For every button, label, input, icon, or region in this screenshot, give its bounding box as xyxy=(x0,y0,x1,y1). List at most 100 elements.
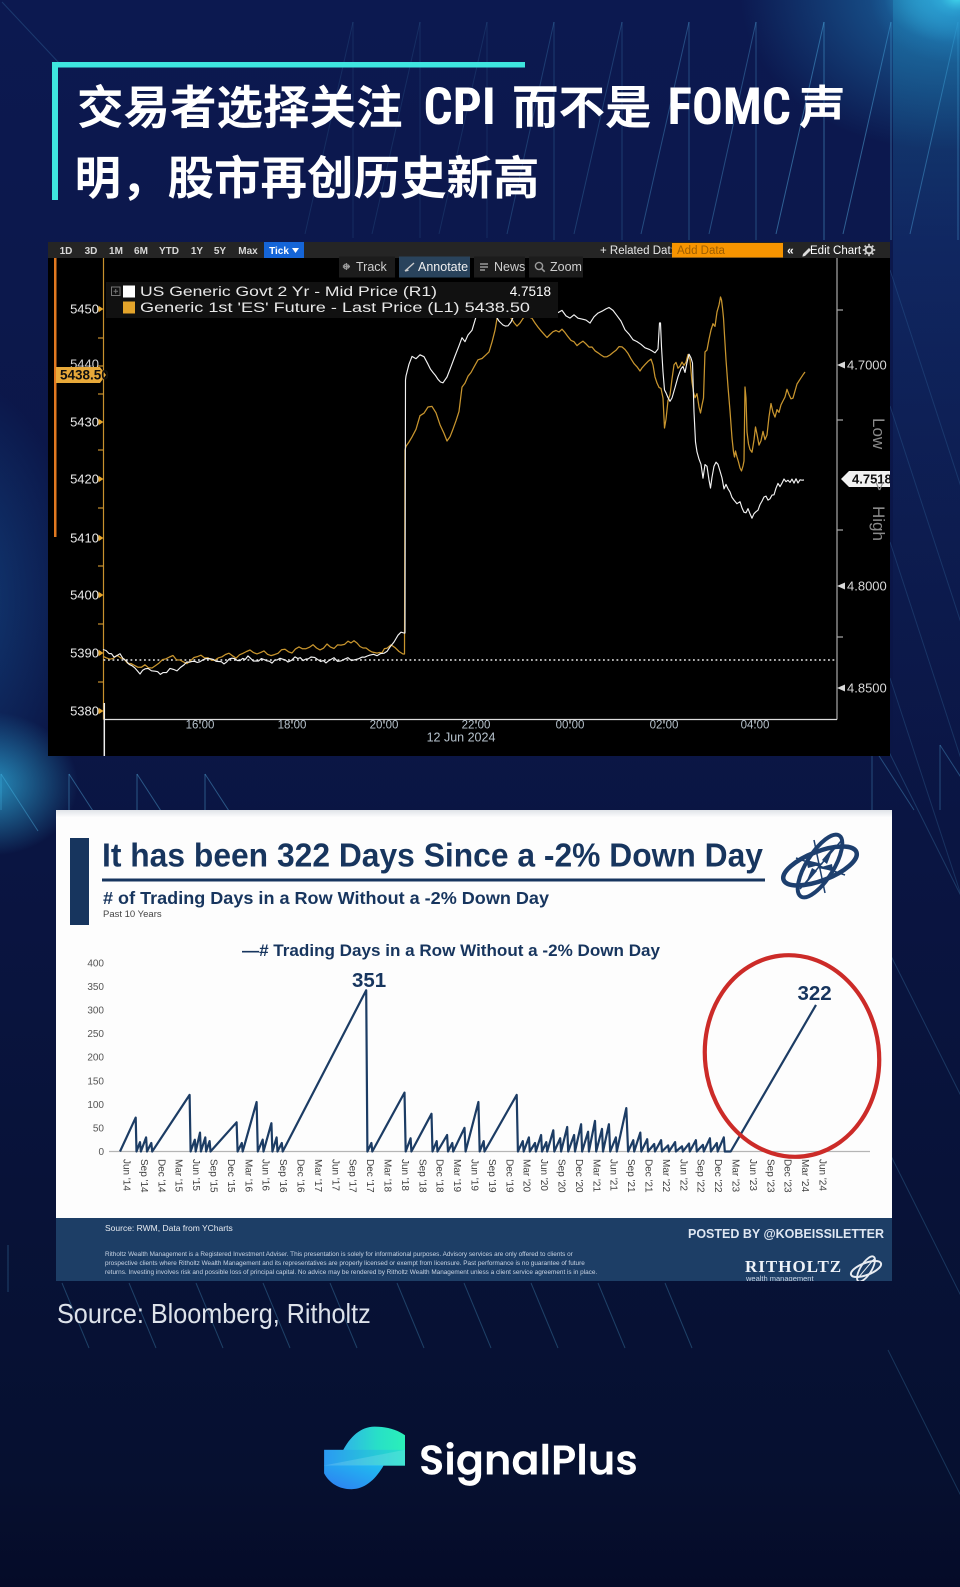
svg-text:3D: 3D xyxy=(85,246,98,257)
svg-text:5410: 5410 xyxy=(70,531,99,546)
svg-text:It has been 322 Days Since a -: It has been 322 Days Since a -2% Down Da… xyxy=(102,837,764,874)
svg-text:Dec '20: Dec '20 xyxy=(573,1159,584,1193)
svg-text:5438.50: 5438.50 xyxy=(60,368,109,383)
svg-text:Sep '19: Sep '19 xyxy=(486,1159,497,1193)
svg-text:Edit Chart: Edit Chart xyxy=(810,245,862,257)
svg-text:Source: RWM, Data from YCharts: Source: RWM, Data from YCharts xyxy=(105,1223,233,1233)
svg-text:Mar '16: Mar '16 xyxy=(242,1159,253,1192)
svg-text:—# Trading Days in a Row Witho: —# Trading Days in a Row Without a -2% D… xyxy=(242,942,661,960)
svg-text:4.7000: 4.7000 xyxy=(847,358,887,373)
svg-text:# of Trading Days in a Row Wit: # of Trading Days in a Row Without a -2%… xyxy=(103,888,549,908)
svg-text:1Y: 1Y xyxy=(191,246,204,257)
svg-text:Mar '24: Mar '24 xyxy=(799,1159,810,1192)
svg-text:News: News xyxy=(494,260,525,274)
svg-text:04:00: 04:00 xyxy=(741,720,770,732)
svg-text:4.7518: 4.7518 xyxy=(852,472,890,487)
svg-text:Low: Low xyxy=(869,418,888,450)
svg-text:Past 10 Years: Past 10 Years xyxy=(103,909,162,920)
svg-text:POSTED BY @KOBEISSILETTER: POSTED BY @KOBEISSILETTER xyxy=(688,1227,884,1241)
svg-text:Jun '17: Jun '17 xyxy=(329,1159,340,1191)
svg-text:5390: 5390 xyxy=(70,646,99,661)
svg-text:20:00: 20:00 xyxy=(370,720,399,732)
svg-text:4.8500: 4.8500 xyxy=(847,681,887,696)
svg-text:6M: 6M xyxy=(134,246,148,257)
svg-text:Jun '23: Jun '23 xyxy=(747,1159,758,1191)
svg-text:Mar '18: Mar '18 xyxy=(382,1159,393,1192)
svg-text:Jun '24: Jun '24 xyxy=(817,1159,828,1191)
svg-text:Jun '18: Jun '18 xyxy=(399,1159,410,1191)
svg-text:RITHOLTZ: RITHOLTZ xyxy=(745,1257,842,1276)
svg-text:Dec '17: Dec '17 xyxy=(364,1159,375,1193)
svg-text:Sep '20: Sep '20 xyxy=(556,1159,567,1193)
svg-text:200: 200 xyxy=(87,1053,104,1064)
svg-text:50: 50 xyxy=(93,1123,105,1134)
svg-text:Mar '17: Mar '17 xyxy=(312,1159,323,1192)
svg-text:Dec '18: Dec '18 xyxy=(434,1159,445,1193)
svg-text:Mar '20: Mar '20 xyxy=(521,1159,532,1192)
svg-text:400: 400 xyxy=(87,959,104,970)
svg-text:>: > xyxy=(870,481,889,491)
svg-text:Jun '15: Jun '15 xyxy=(190,1159,201,1191)
svg-text:Jun '16: Jun '16 xyxy=(260,1159,271,1191)
svg-text:returns. Investing involves ri: returns. Investing involves risk and pos… xyxy=(105,1269,597,1276)
svg-text:300: 300 xyxy=(87,1006,104,1017)
svg-text:02:00: 02:00 xyxy=(650,720,679,732)
svg-text:18:00: 18:00 xyxy=(278,720,307,732)
svg-text:Dec '23: Dec '23 xyxy=(782,1159,793,1193)
svg-text:22:00: 22:00 xyxy=(462,720,491,732)
svg-text:Jun '14: Jun '14 xyxy=(121,1159,132,1191)
svg-text:Max: Max xyxy=(238,246,258,257)
svg-text:5450: 5450 xyxy=(70,302,99,317)
svg-text:Sep '16: Sep '16 xyxy=(277,1159,288,1193)
svg-text:0: 0 xyxy=(98,1147,104,1158)
svg-text:5430: 5430 xyxy=(70,415,99,430)
svg-text:Sep '23: Sep '23 xyxy=(764,1159,775,1193)
svg-text:High: High xyxy=(869,506,888,541)
svg-text:Generic 1st 'ES' Future - Last: Generic 1st 'ES' Future - Last Price (L1… xyxy=(140,300,530,315)
svg-text:1M: 1M xyxy=(109,246,123,257)
svg-text:Zoom: Zoom xyxy=(550,260,582,274)
svg-text:00:00: 00:00 xyxy=(556,720,585,732)
svg-text:350: 350 xyxy=(87,982,104,993)
svg-text:US Generic Govt 2 Yr - Mid Pri: US Generic Govt 2 Yr - Mid Price (R1) xyxy=(140,284,437,299)
svg-text:Sep '18: Sep '18 xyxy=(416,1159,427,1193)
svg-text:Ritholtz Wealth Management is: Ritholtz Wealth Management is a Register… xyxy=(105,1251,574,1258)
svg-text:Jun '20: Jun '20 xyxy=(538,1159,549,1191)
svg-text:Sep '22: Sep '22 xyxy=(695,1159,706,1193)
svg-text:Sep '15: Sep '15 xyxy=(208,1159,219,1193)
svg-text:Dec '14: Dec '14 xyxy=(155,1159,166,1193)
svg-text:«: « xyxy=(787,244,794,258)
svg-text:Add Data: Add Data xyxy=(677,245,726,257)
svg-text:1D: 1D xyxy=(60,246,73,257)
svg-text:5400: 5400 xyxy=(70,588,99,603)
svg-text:351: 351 xyxy=(352,969,386,992)
svg-text:Annotate: Annotate xyxy=(418,260,468,274)
svg-text:4.8000: 4.8000 xyxy=(847,579,887,594)
svg-text:Jun '21: Jun '21 xyxy=(608,1159,619,1191)
svg-text:Mar '15: Mar '15 xyxy=(173,1159,184,1192)
svg-text:Dec '22: Dec '22 xyxy=(712,1159,723,1193)
svg-text:Dec '21: Dec '21 xyxy=(643,1159,654,1193)
svg-text:100: 100 xyxy=(87,1100,104,1111)
svg-text:prospective clients where Rith: prospective clients where Ritholtz Wealt… xyxy=(105,1260,585,1267)
svg-text:150: 150 xyxy=(87,1076,104,1087)
svg-text:Mar '22: Mar '22 xyxy=(660,1159,671,1192)
svg-text:250: 250 xyxy=(87,1029,104,1040)
svg-text:Mar '23: Mar '23 xyxy=(730,1159,741,1192)
svg-text:YTD: YTD xyxy=(159,246,179,257)
svg-text:Jun '22: Jun '22 xyxy=(677,1159,688,1191)
svg-text:Sep '14: Sep '14 xyxy=(138,1159,149,1193)
svg-text:5380: 5380 xyxy=(70,704,99,719)
svg-text:Tick: Tick xyxy=(269,246,289,257)
svg-text:Jun '19: Jun '19 xyxy=(469,1159,480,1191)
svg-text:322: 322 xyxy=(798,982,832,1005)
svg-text:Mar '19: Mar '19 xyxy=(451,1159,462,1192)
svg-text:Sep '17: Sep '17 xyxy=(347,1159,358,1193)
svg-text:+ Related Dat:: + Related Dat: xyxy=(600,245,674,257)
svg-text:Dec '15: Dec '15 xyxy=(225,1159,236,1193)
svg-text:Mar '21: Mar '21 xyxy=(590,1159,601,1192)
svg-text:16:00: 16:00 xyxy=(186,720,215,732)
svg-text:Dec '16: Dec '16 xyxy=(295,1159,306,1193)
svg-text:Sep '21: Sep '21 xyxy=(625,1159,636,1193)
svg-text:wealth management: wealth management xyxy=(745,1274,814,1281)
